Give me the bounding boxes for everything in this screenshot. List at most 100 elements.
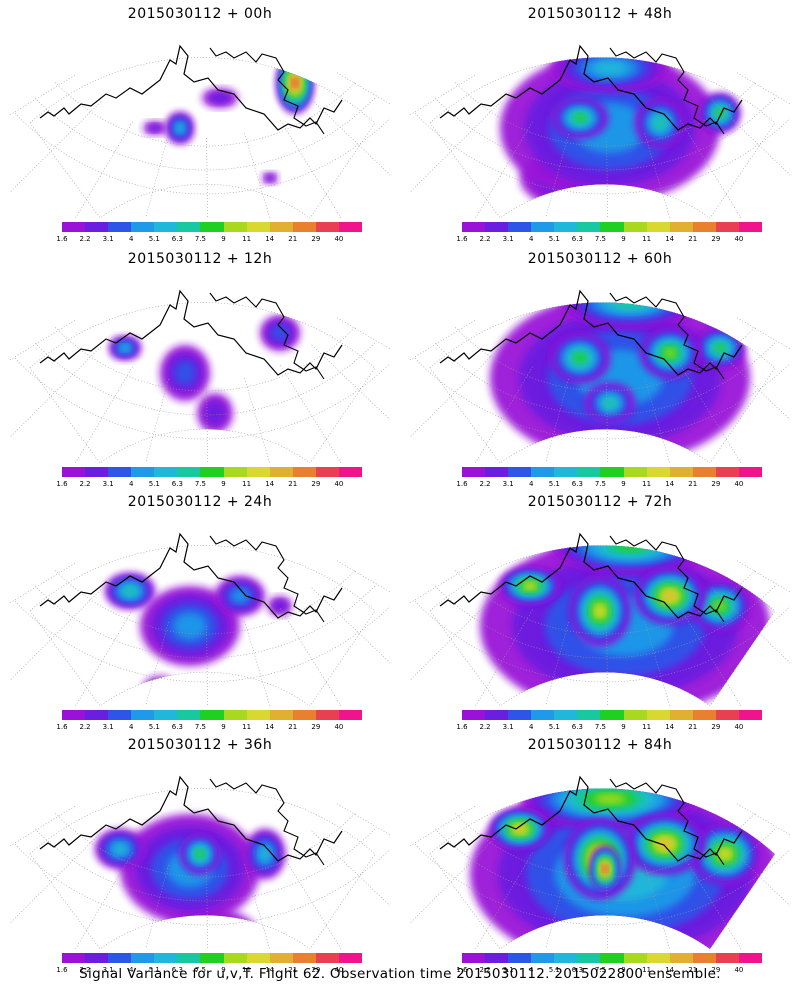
colorbar-tick-label: 9 [621, 966, 626, 974]
colorbar-tick-label: 29 [711, 966, 721, 974]
variance-contour [654, 117, 666, 129]
colorbar-swatch [692, 467, 716, 477]
colorbar-tick-label: 3.1 [102, 235, 114, 243]
variance-contour [124, 586, 136, 596]
colorbar-tick-label: 21 [288, 235, 298, 243]
colorbar-swatch [177, 953, 201, 963]
colorbar-swatch [669, 710, 693, 720]
colorbar-labels: 1.6 2.2 3.1 4 5.1 6.3 7.5 9 11 14 21 29 40 [456, 966, 756, 976]
colorbar-swatch [292, 222, 316, 232]
graticule [410, 317, 790, 463]
colorbar-swatch [200, 710, 224, 720]
colorbar-swatch [108, 710, 132, 720]
colorbar-tick-label: 5.1 [548, 723, 560, 731]
colorbar-swatch [646, 710, 670, 720]
forecast-panel-24h: 2015030112 + 24h 1.6 2.2 3.1 4 5.1 6.3 7.5 9 11 14… [0, 488, 400, 733]
colorbar-tick-label: 7.5 [194, 723, 207, 731]
coastline [39, 532, 343, 619]
colorbar-tick-label: 6.3 [571, 966, 583, 974]
colorbar-tick-label: 1.6 [56, 235, 68, 243]
colorbar-tick-label: 11 [642, 723, 652, 731]
colorbar-tick-label: 14 [665, 966, 675, 974]
colorbar-tick-label: 14 [665, 723, 675, 731]
colorbar-tick-label: 5.1 [548, 480, 560, 488]
graticule [410, 803, 790, 949]
variance-contour [603, 545, 657, 556]
colorbar-swatch [462, 467, 486, 477]
variance-contour [183, 917, 237, 941]
polar-map [10, 44, 390, 218]
colorbar-swatch [623, 222, 647, 232]
colorbar-tick-label: 21 [688, 966, 698, 974]
colorbar-tick-label: 7.5 [594, 966, 607, 974]
variance-contour [271, 325, 289, 341]
colorbar-swatch [315, 467, 339, 477]
colorbar-tick-label: 29 [311, 235, 321, 243]
colorbar-swatch [485, 222, 509, 232]
colorbar-swatch [715, 222, 739, 232]
forecast-panel-60h: 2015030112 + 60h 1.6 2.2 3.1 4 5.1 6.3 7.5 9 11 14… [400, 245, 800, 490]
graticule [410, 560, 790, 706]
colorbar-tick-label: 29 [311, 966, 321, 974]
variance-contour [209, 92, 231, 104]
colorbar-tick-label: 2.2 [479, 235, 491, 243]
coastline [439, 289, 743, 376]
colorbar-swatch [246, 710, 270, 720]
colorbar-tick-label: 14 [265, 966, 275, 974]
colorbar-swatch [269, 953, 293, 963]
colorbar-tick-label: 11 [242, 480, 252, 488]
colorbar-tick-label: 29 [711, 235, 721, 243]
variance-contour [147, 123, 163, 133]
colorbar-swatch [692, 222, 716, 232]
colorbar-swatch [692, 710, 716, 720]
colorbar-tick-label: 5.1 [148, 480, 160, 488]
colorbar-tick-label: 2.2 [79, 480, 91, 488]
forecast-panel-36h: 2015030112 + 36h 1.6 2.2 3.1 4 5.1 6.3 7.5 9 11 14… [0, 731, 400, 976]
arctic-islands [609, 778, 725, 866]
colorbar-swatch [177, 467, 201, 477]
colorbar-swatch [177, 710, 201, 720]
colorbar-swatch [554, 710, 578, 720]
polar-map [410, 44, 790, 218]
colorbar-tick-label: 6.3 [171, 235, 183, 243]
panel-title: 2015030112 + 84h [527, 737, 673, 753]
colorbar-tick-label: 11 [242, 723, 252, 731]
colorbar-swatch [600, 467, 624, 477]
colorbar-tick-label: 21 [288, 966, 298, 974]
colorbar-swatch [85, 467, 109, 477]
colorbar-tick-label: 21 [688, 235, 698, 243]
colorbar-tick-label: 14 [265, 723, 275, 731]
colorbar-tick-label: 4 [528, 723, 534, 731]
colorbar-tick-label: 6.3 [171, 480, 183, 488]
colorbar-tick-label: 11 [642, 480, 652, 488]
colorbar-swatch [154, 953, 178, 963]
colorbar-tick-label: 40 [734, 966, 744, 974]
colorbar-tick-label: 9 [221, 235, 226, 243]
coastline [39, 775, 343, 862]
colorbar-swatch [554, 953, 578, 963]
panel-title: 2015030112 + 72h [527, 494, 673, 510]
colorbar-swatch [200, 222, 224, 232]
colorbar [62, 467, 363, 477]
variance-contour [715, 344, 725, 352]
variance-contour [173, 612, 207, 640]
variance-contour [231, 589, 249, 603]
colorbar-swatch [462, 953, 486, 963]
colorbar-swatch [131, 710, 155, 720]
variance-contour [603, 302, 657, 313]
colorbar-swatch [315, 710, 339, 720]
colorbar-swatch [85, 953, 109, 963]
colorbar [62, 222, 363, 232]
colorbar-tick-label: 21 [688, 480, 698, 488]
colorbar-tick-label: 14 [665, 480, 675, 488]
colorbar-labels: 1.6 2.2 3.1 4 5.1 6.3 7.5 9 11 14 21 29 40 [456, 235, 756, 245]
colorbar-swatch [485, 710, 509, 720]
variance-contour [595, 605, 605, 617]
variance-contour [149, 682, 171, 700]
colorbar-swatch [62, 710, 86, 720]
colorbar-swatch [669, 467, 693, 477]
colorbar-swatch [108, 953, 132, 963]
colorbar-swatch [85, 222, 109, 232]
colorbar-swatch [669, 953, 693, 963]
colorbar-tick-label: 9 [621, 723, 626, 731]
